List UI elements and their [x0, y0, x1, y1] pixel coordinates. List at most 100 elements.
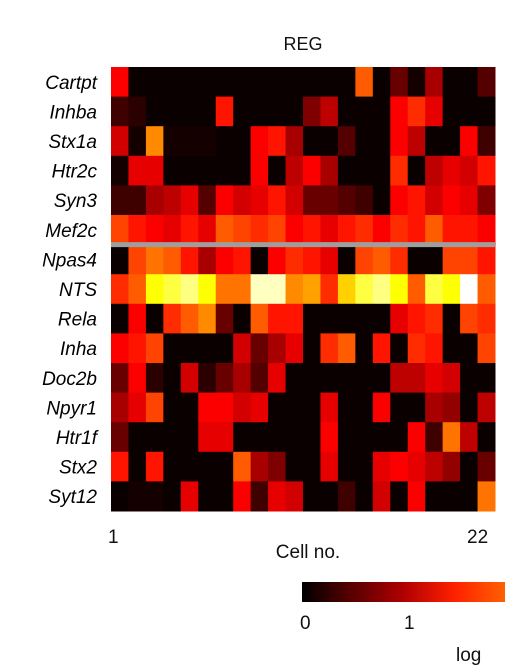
heatmap-cell	[215, 215, 234, 246]
heatmap-cell	[477, 67, 496, 98]
heatmap-cell	[285, 244, 304, 275]
heatmap-cell	[425, 126, 444, 157]
heatmap-cell	[111, 126, 129, 157]
heatmap-cell	[303, 215, 321, 246]
heatmap-cell	[128, 392, 147, 423]
heatmap-cell	[198, 422, 217, 453]
heatmap-cell	[355, 155, 374, 186]
row-label: Cartpt	[45, 73, 97, 94]
heatmap-cell	[198, 67, 217, 98]
heatmap-cell	[477, 126, 496, 157]
heatmap-cell	[460, 422, 479, 453]
heatmap-cell	[477, 215, 496, 246]
heatmap-cell	[128, 244, 147, 275]
heatmap-cell	[233, 155, 252, 186]
heatmap-cell	[320, 303, 339, 334]
heatmap-cell	[460, 185, 479, 216]
heatmap-cell	[337, 392, 356, 423]
heatmap-cell	[442, 481, 461, 512]
heatmap-cell	[355, 215, 374, 246]
heatmap-cell	[111, 422, 129, 453]
heatmap-cell	[111, 185, 129, 216]
heatmap-cell	[320, 67, 339, 98]
heatmap-cell	[198, 215, 217, 246]
row-label: Syt12	[48, 487, 97, 508]
heatmap-cell	[128, 185, 147, 216]
heatmap-cell	[320, 451, 339, 482]
row-label: Syn3	[54, 191, 98, 212]
heatmap-cell	[233, 303, 252, 334]
heatmap-cell	[215, 451, 234, 482]
heatmap-cell	[337, 126, 356, 157]
heatmap-cell	[250, 333, 269, 364]
heatmap-cell	[268, 363, 287, 394]
row-label: Htr2c	[52, 162, 98, 183]
heatmap-cell	[145, 126, 164, 157]
heatmap-cell	[303, 185, 321, 216]
heatmap-cell	[355, 126, 374, 157]
heatmap-cell	[442, 67, 461, 98]
heatmap-cell	[163, 155, 182, 186]
heatmap-cell	[268, 392, 287, 423]
heatmap-cell	[337, 481, 356, 512]
heatmap-cell	[442, 215, 461, 246]
heatmap-cell	[268, 215, 287, 246]
heatmap-cell	[477, 481, 496, 512]
heatmap-cell	[180, 274, 199, 305]
row-label: NTS	[59, 280, 97, 301]
heatmap-cell	[460, 451, 479, 482]
heatmap-cell	[407, 244, 426, 275]
heatmap-cell	[442, 303, 461, 334]
heatmap-cell	[198, 481, 217, 512]
heatmap-cell	[268, 67, 287, 98]
heatmap-cell	[111, 481, 129, 512]
heatmap-cell	[425, 96, 444, 127]
heatmap-cell	[233, 185, 252, 216]
heatmap-cell	[268, 274, 287, 305]
heatmap-cell	[372, 274, 391, 305]
heatmap-cell	[407, 333, 426, 364]
heatmap-cell	[250, 96, 269, 127]
heatmap-cell	[233, 126, 252, 157]
heatmap-cell	[268, 185, 287, 216]
heatmap-cell	[320, 422, 339, 453]
heatmap-cell	[285, 126, 304, 157]
heatmap-cell	[390, 451, 409, 482]
heatmap-cell	[250, 126, 269, 157]
heatmap-cell	[390, 67, 409, 98]
heatmap-cell	[320, 481, 339, 512]
heatmap-cell	[215, 185, 234, 216]
heatmap-cell	[145, 274, 164, 305]
heatmap-cell	[425, 274, 444, 305]
heatmap-cell	[128, 333, 147, 364]
heatmap-cell	[460, 392, 479, 423]
heatmap-cell	[233, 244, 252, 275]
heatmap-cell	[390, 155, 409, 186]
heatmap-cell	[337, 155, 356, 186]
heatmap-cell	[111, 451, 129, 482]
heatmap-cell	[460, 67, 479, 98]
heatmap-cell	[215, 422, 234, 453]
heatmap-cell	[355, 422, 374, 453]
heatmap-cell	[442, 274, 461, 305]
heatmap-cell	[355, 363, 374, 394]
heatmap-cell	[460, 155, 479, 186]
heatmap-cell	[233, 481, 252, 512]
heatmap-cell	[372, 126, 391, 157]
heatmap-cell	[303, 96, 321, 127]
heatmap-cell	[320, 363, 339, 394]
heatmap-cell	[425, 333, 444, 364]
heatmap-cell	[372, 422, 391, 453]
heatmap-cell	[337, 185, 356, 216]
heatmap-cell	[320, 96, 339, 127]
heatmap-cell	[425, 67, 444, 98]
heatmap-cell	[128, 215, 147, 246]
heatmap-cell	[145, 96, 164, 127]
heatmap-cell	[355, 481, 374, 512]
heatmap-cell	[215, 155, 234, 186]
heatmap-cell	[320, 185, 339, 216]
heatmap-cell	[355, 96, 374, 127]
colorbar-label: log	[456, 645, 482, 666]
heatmap-cell	[285, 363, 304, 394]
heatmap-cell	[268, 126, 287, 157]
